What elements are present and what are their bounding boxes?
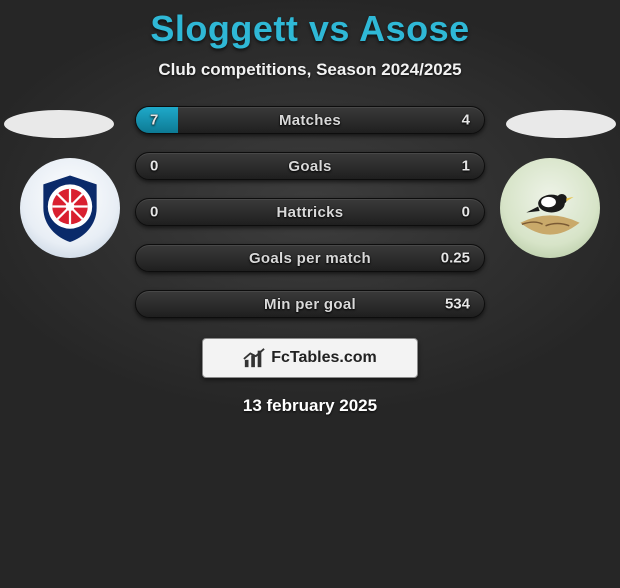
stat-value-right: 0.25	[441, 250, 470, 267]
stat-value-left: 0	[150, 158, 158, 175]
stat-pill: 7 Matches 4	[135, 106, 485, 134]
stat-label: Goals per match	[249, 250, 371, 267]
shield-icon	[33, 171, 107, 245]
page-subtitle: Club competitions, Season 2024/2025	[0, 60, 620, 80]
page-title: Sloggett vs Asose	[0, 8, 620, 50]
stat-pill: Min per goal 534	[135, 290, 485, 318]
badge-text: FcTables.com	[271, 349, 377, 367]
stat-value-right: 534	[445, 296, 470, 313]
stat-label: Min per goal	[264, 296, 356, 313]
stat-value-right: 1	[462, 158, 470, 175]
comparison-arena: 7 Matches 4 0 Goals 1 0 Hattricks 0 Goals per mat…	[0, 106, 620, 318]
club-crest-left	[20, 158, 120, 258]
halo-right	[506, 110, 616, 138]
chart-icon	[243, 347, 265, 369]
stat-pill-list: 7 Matches 4 0 Goals 1 0 Hattricks 0 Goals per mat…	[135, 106, 485, 318]
stat-pill: 0 Hattricks 0	[135, 198, 485, 226]
stat-pill: 0 Goals 1	[135, 152, 485, 180]
stat-value-left: 7	[150, 112, 158, 129]
stat-value-right: 0	[462, 204, 470, 221]
fctables-badge[interactable]: FcTables.com	[202, 338, 418, 378]
bird-crest-icon	[513, 171, 587, 245]
stat-label: Hattricks	[277, 204, 344, 221]
stat-value-left: 0	[150, 204, 158, 221]
comparison-date: 13 february 2025	[0, 396, 620, 416]
club-crest-right	[500, 158, 600, 258]
halo-left	[4, 110, 114, 138]
stat-label: Goals	[288, 158, 331, 175]
stat-pill: Goals per match 0.25	[135, 244, 485, 272]
stat-value-right: 4	[462, 112, 470, 129]
stat-label: Matches	[279, 112, 341, 129]
